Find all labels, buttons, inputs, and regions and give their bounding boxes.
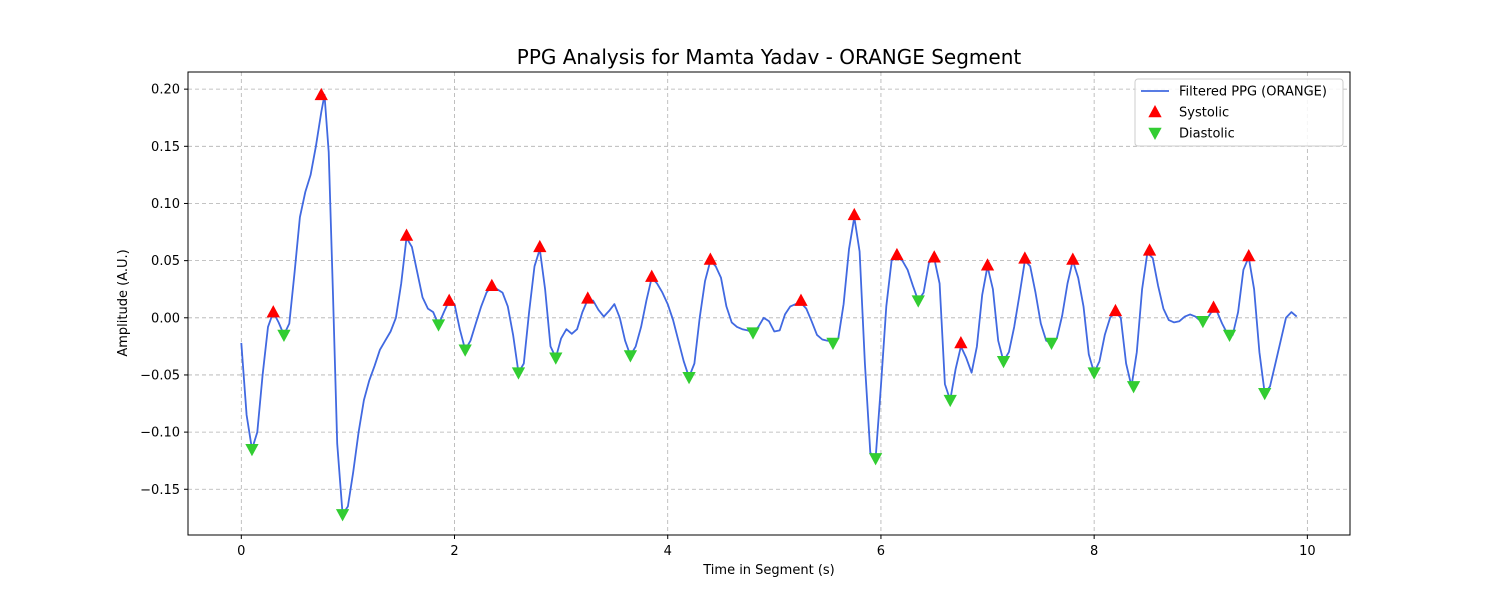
y-axis-label: Amplitude (A.U.) <box>116 249 131 356</box>
systolic-marker <box>442 293 456 306</box>
diastolic-marker <box>826 337 840 350</box>
legend-label: Diastolic <box>1179 127 1235 142</box>
y-tick-label: 0.10 <box>151 197 180 212</box>
systolic-marker <box>645 269 659 282</box>
diastolic-marker <box>746 327 760 340</box>
systolic-marker <box>266 305 280 318</box>
diastolic-marker <box>1222 329 1237 342</box>
diastolic-marker <box>682 371 696 385</box>
diastolic-marker <box>943 394 957 408</box>
diastolic-marker <box>1196 315 1210 329</box>
systolic-marker <box>794 293 808 306</box>
diastolic-marker <box>277 329 291 342</box>
diastolic-marker <box>335 509 350 522</box>
systolic-marker <box>890 247 904 261</box>
y-tick-label: 0.00 <box>151 311 180 326</box>
diastolic-marker <box>245 444 259 457</box>
legend-label: Systolic <box>1179 106 1229 121</box>
systolic-marker <box>1108 303 1123 317</box>
plot-frame <box>187 71 1351 536</box>
systolic-marker <box>533 239 547 253</box>
systolic-marker <box>1142 243 1157 256</box>
x-axis-label: Time in Segment (s) <box>702 563 834 578</box>
x-tick-label: 10 <box>1299 544 1316 559</box>
systolic-marker <box>703 252 718 265</box>
systolic-marker <box>1018 251 1032 264</box>
systolic-marker <box>1066 252 1080 265</box>
plot-area <box>240 87 1298 522</box>
x-tick-label: 8 <box>1090 544 1098 559</box>
diastolic-marker <box>996 355 1011 369</box>
diastolic-marker <box>623 350 638 363</box>
y-tick-label: −0.05 <box>140 368 180 383</box>
y-tick-label: 0.15 <box>151 140 180 155</box>
diastolic-marker <box>1044 337 1059 350</box>
x-tick-label: 2 <box>450 544 458 559</box>
diastolic-marker <box>458 344 472 357</box>
systolic-marker <box>314 87 328 101</box>
systolic-marker <box>927 250 941 263</box>
y-tick-label: −0.15 <box>140 483 180 498</box>
diastolic-marker <box>549 352 563 365</box>
systolic-marker <box>485 278 499 292</box>
x-tick-label: 6 <box>877 544 885 559</box>
legend-box <box>1134 78 1344 147</box>
systolic-marker <box>1242 249 1256 262</box>
diastolic-marker <box>1258 387 1272 401</box>
ppg-signal-line <box>240 94 1298 516</box>
legend-diastolic-swatch <box>1148 127 1162 140</box>
systolic-marker <box>847 207 861 221</box>
x-tick-label: 4 <box>664 544 672 559</box>
systolic-marker <box>399 228 414 241</box>
x-axis: 0 2 4 6 8 10 <box>237 535 1316 559</box>
diastolic-marker <box>1087 367 1101 380</box>
diastolic-marker <box>1126 381 1141 394</box>
legend: Filtered PPG (ORANGE) Systolic Diastolic <box>1134 78 1344 147</box>
legend-systolic-swatch <box>1148 105 1162 118</box>
legend-label: Filtered PPG (ORANGE) <box>1179 85 1327 100</box>
diastolic-marker <box>911 295 925 308</box>
chart-title: PPG Analysis for Mamta Yadav - ORANGE Se… <box>517 45 1022 69</box>
systolic-marker <box>581 291 595 304</box>
y-tick-label: 0.05 <box>151 254 180 269</box>
diastolic-marker <box>511 367 526 380</box>
y-axis: −0.15 −0.10 −0.05 0.00 0.05 0.10 0.15 0.20 <box>140 83 188 498</box>
diastolic-marker <box>868 453 883 466</box>
diastolic-marker <box>431 319 446 332</box>
systolic-marker <box>980 258 995 271</box>
systolic-marker <box>954 335 968 349</box>
systolic-marker <box>1206 300 1221 313</box>
y-tick-label: 0.20 <box>151 83 180 98</box>
x-tick-label: 0 <box>237 544 245 559</box>
y-tick-label: −0.10 <box>140 426 180 441</box>
